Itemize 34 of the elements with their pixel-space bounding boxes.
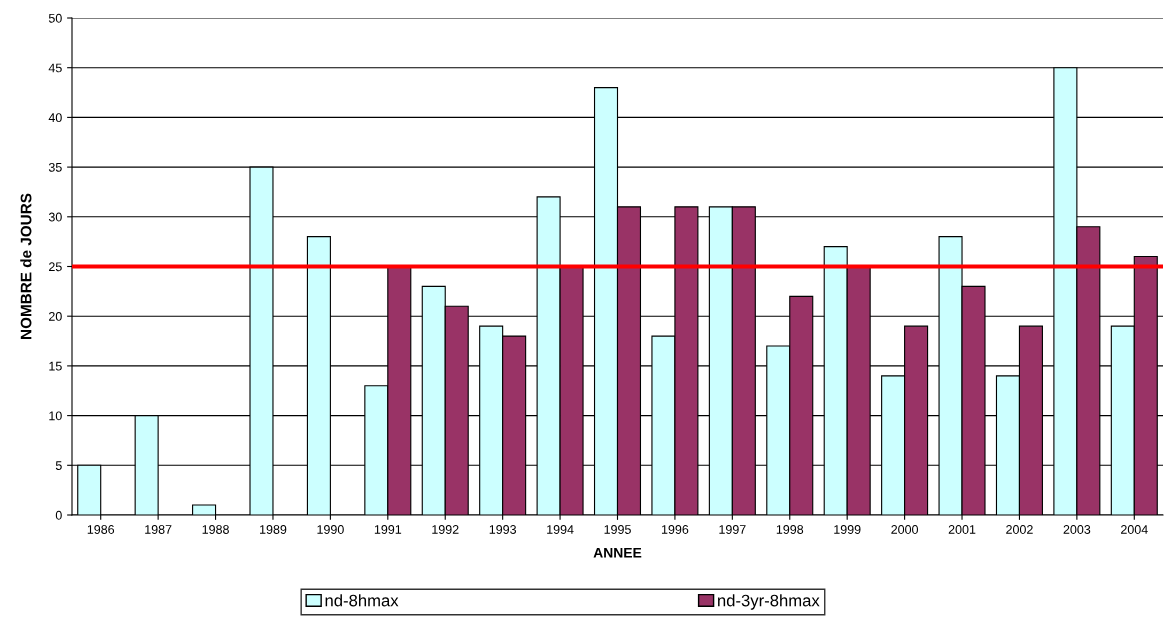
x-tick-label: 1995 [604, 525, 631, 534]
x-tick-label: 2002 [1006, 525, 1033, 534]
y-tick-label: 50 [48, 13, 62, 23]
x-tick-label: 1993 [489, 525, 517, 534]
y-tick-label: 20 [49, 312, 62, 321]
y-tick-label: 40 [48, 113, 62, 123]
y-axis-title: NOMBRE de JOURS [20, 193, 32, 339]
x-tick-label: 1986 [87, 525, 115, 534]
y-tick-label: 45 [48, 63, 62, 73]
y-tick-label: 30 [48, 212, 62, 222]
x-tick-label: 1990 [317, 525, 344, 534]
x-tick-label: 1987 [145, 525, 172, 534]
y-tick-label: 0 [55, 510, 62, 520]
x-tick-label: 1997 [719, 525, 746, 534]
legend-label: nd-8hmax [325, 594, 399, 607]
y-tick-label: 15 [49, 361, 62, 371]
x-tick-label: 1998 [776, 525, 804, 534]
x-tick-label: 1996 [661, 525, 689, 534]
legend-label: nd-3yr-8hmax [718, 594, 820, 610]
x-axis-title: ANNEE [593, 548, 642, 558]
x-tick-label: 1989 [260, 525, 287, 534]
y-tick-label: 5 [55, 461, 62, 470]
x-tick-label: 2004 [1121, 525, 1148, 534]
y-tick-label: 35 [48, 162, 62, 172]
x-tick-label: 1988 [202, 525, 229, 534]
x-tick-label: 1991 [374, 525, 402, 534]
y-tick-label: 25 [49, 262, 62, 272]
x-tick-label: 1994 [547, 525, 574, 534]
x-tick-label: 1992 [432, 525, 459, 534]
x-tick-label: 2000 [891, 525, 919, 534]
x-tick-label: 1999 [834, 525, 861, 534]
x-tick-label: 2003 [1063, 525, 1091, 534]
x-tick-label: 2001 [948, 525, 976, 534]
y-tick-label: 10 [49, 411, 62, 421]
